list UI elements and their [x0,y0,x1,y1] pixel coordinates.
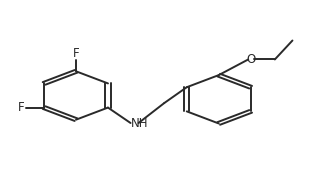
Text: F: F [18,101,25,114]
Text: NH: NH [130,117,148,130]
Text: F: F [73,47,79,60]
Text: O: O [246,53,255,66]
